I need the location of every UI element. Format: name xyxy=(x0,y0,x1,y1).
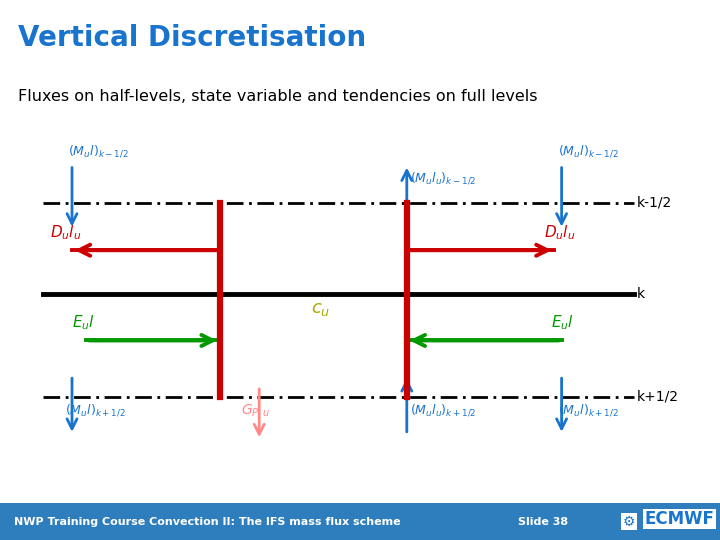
Text: k-1/2: k-1/2 xyxy=(637,195,672,210)
Text: $(M_u l)_{k+1/2}$: $(M_u l)_{k+1/2}$ xyxy=(558,402,618,418)
Text: $G_{P,u}$: $G_{P,u}$ xyxy=(241,402,270,419)
Text: $(M_u l)_{k-1/2}$: $(M_u l)_{k-1/2}$ xyxy=(68,144,129,159)
Text: $c_u$: $c_u$ xyxy=(311,300,330,318)
Text: NWP Training Course Convection II: The IFS mass flux scheme: NWP Training Course Convection II: The I… xyxy=(14,517,401,526)
Text: $D_u l_u$: $D_u l_u$ xyxy=(50,224,82,242)
Text: k+1/2: k+1/2 xyxy=(637,390,679,404)
Text: ⚙: ⚙ xyxy=(623,515,635,529)
Text: $(M_u l)_{k+1/2}$: $(M_u l)_{k+1/2}$ xyxy=(65,402,125,418)
Text: ECMWF: ECMWF xyxy=(644,510,714,528)
Text: $(M_u l)_{k-1/2}$: $(M_u l)_{k-1/2}$ xyxy=(558,144,618,159)
Text: $E_u l$: $E_u l$ xyxy=(551,314,574,332)
Text: Fluxes on half-levels, state variable and tendencies on full levels: Fluxes on half-levels, state variable an… xyxy=(18,89,538,104)
Text: $E_u l$: $E_u l$ xyxy=(72,314,95,332)
Text: $(M_u l_u)_{k+1/2}$: $(M_u l_u)_{k+1/2}$ xyxy=(410,402,477,418)
Text: Vertical Discretisation: Vertical Discretisation xyxy=(18,24,366,52)
Text: $D_u l_u$: $D_u l_u$ xyxy=(544,224,575,242)
Text: k: k xyxy=(637,287,645,301)
Text: $(M_u l_u)_{k-1/2}$: $(M_u l_u)_{k-1/2}$ xyxy=(410,170,477,186)
Text: Slide 38: Slide 38 xyxy=(518,517,569,526)
Bar xyxy=(0,503,720,540)
